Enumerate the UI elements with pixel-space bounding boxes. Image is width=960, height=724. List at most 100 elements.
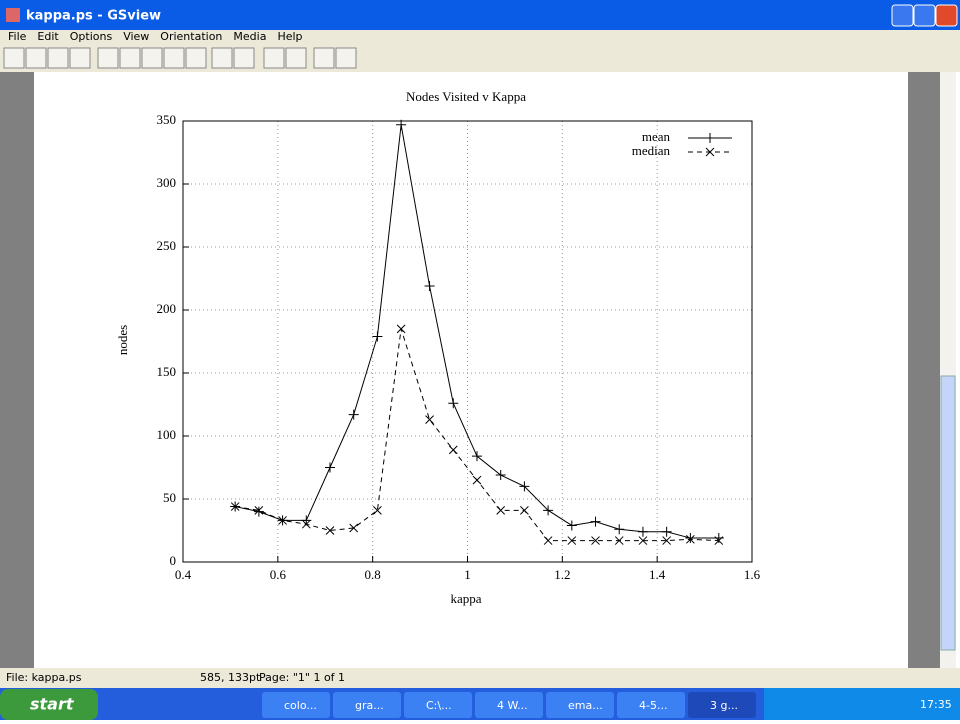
title-bar <box>0 0 960 30</box>
marker <box>567 536 577 545</box>
document-page <box>34 72 908 668</box>
marker <box>372 331 383 342</box>
start-button[interactable] <box>0 689 98 720</box>
tool-button[interactable] <box>163 47 185 69</box>
marker <box>662 536 672 545</box>
marker <box>614 524 625 535</box>
marker <box>496 505 506 515</box>
marker <box>495 470 506 481</box>
y-axis-label: nodes <box>115 325 130 355</box>
marker <box>325 526 335 535</box>
marker <box>638 536 648 545</box>
tool-button[interactable] <box>119 47 141 69</box>
task-button[interactable] <box>262 692 330 718</box>
chart-title: Nodes Visited v Kappa <box>406 89 526 104</box>
marker <box>566 520 577 531</box>
x-tick-label: 1.4 <box>649 567 666 582</box>
scroll-thumb[interactable] <box>940 375 956 651</box>
marker <box>614 536 624 545</box>
task-label: gra... <box>355 699 384 712</box>
menu-item[interactable]: View <box>123 30 149 43</box>
tool-button[interactable] <box>233 47 255 69</box>
marker <box>278 516 287 525</box>
menu-item[interactable]: Help <box>277 30 302 43</box>
start-label: start <box>30 695 75 714</box>
marker <box>520 505 529 515</box>
marker <box>714 536 724 545</box>
task-label: 3 g... <box>710 699 738 712</box>
tool-button[interactable] <box>25 47 47 69</box>
task-label: C:\... <box>426 699 452 712</box>
task-label: colo... <box>284 699 317 712</box>
tool-button[interactable] <box>3 47 25 69</box>
tool-button[interactable] <box>335 47 357 69</box>
y-tick-label: 200 <box>157 301 177 316</box>
x-tick-label: 0.4 <box>175 567 192 582</box>
menu-item[interactable]: Options <box>70 30 113 43</box>
marker <box>713 533 724 544</box>
marker <box>590 516 601 527</box>
x-tick-label: 1.2 <box>554 567 570 582</box>
marker <box>471 451 482 462</box>
menu-item[interactable]: Orientation <box>160 30 222 43</box>
toolbar <box>3 47 357 69</box>
marker <box>472 475 482 485</box>
task-button[interactable] <box>475 692 543 718</box>
marker <box>519 481 530 492</box>
marker <box>637 526 648 537</box>
task-button[interactable] <box>546 692 614 718</box>
task-button[interactable] <box>617 692 685 718</box>
tool-button[interactable] <box>313 47 335 69</box>
tool-button[interactable] <box>141 47 163 69</box>
y-tick-label: 0 <box>170 553 177 568</box>
tool-button[interactable] <box>263 47 285 69</box>
menu-item[interactable]: Edit <box>37 30 59 43</box>
tool-button[interactable] <box>185 47 207 69</box>
x-tick-label: 1.6 <box>744 567 761 582</box>
system-tray <box>764 688 960 720</box>
x-tick-label: 0.8 <box>365 567 381 582</box>
x-tick-label: 1 <box>464 567 471 582</box>
y-tick-label: 350 <box>157 112 177 127</box>
plot-frame <box>182 120 753 563</box>
marker <box>685 533 696 544</box>
marker <box>373 505 382 515</box>
marker <box>254 505 264 515</box>
task-button[interactable] <box>333 692 401 718</box>
marker <box>396 324 406 334</box>
tool-button[interactable] <box>211 47 233 69</box>
marker <box>705 147 715 157</box>
tool-button[interactable] <box>47 47 69 69</box>
tool-button[interactable] <box>69 47 91 69</box>
menu-item[interactable]: Media <box>233 30 266 43</box>
maximize-button[interactable] <box>913 4 936 27</box>
y-tick-label: 50 <box>163 490 176 505</box>
app-icon <box>6 8 20 22</box>
marker <box>448 398 459 409</box>
marker <box>230 502 240 511</box>
marker <box>425 415 434 424</box>
y-tick-label: 150 <box>157 364 177 379</box>
marker <box>661 526 672 537</box>
marker <box>324 462 335 473</box>
task-label: ema... <box>568 699 603 712</box>
minimize-button[interactable] <box>891 4 914 27</box>
task-button[interactable] <box>688 692 756 718</box>
tool-button[interactable] <box>97 47 119 69</box>
x-tick-label: 0.6 <box>270 567 287 582</box>
close-button[interactable] <box>935 4 958 27</box>
marker <box>543 505 554 516</box>
y-tick-label: 250 <box>157 238 177 253</box>
tool-button[interactable] <box>285 47 307 69</box>
y-tick-label: 300 <box>157 175 177 190</box>
task-button[interactable] <box>404 692 472 718</box>
marker <box>686 534 695 544</box>
marker <box>396 119 407 130</box>
window-title: kappa.ps - GSview <box>26 9 161 24</box>
menu-item[interactable]: File <box>8 30 27 43</box>
marker <box>705 133 715 143</box>
marker <box>424 281 435 292</box>
legend-label: mean <box>642 129 671 144</box>
